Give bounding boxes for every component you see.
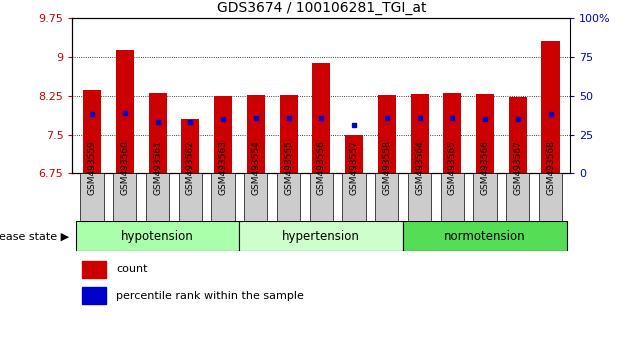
Bar — [408, 173, 431, 221]
Text: disease state ▶: disease state ▶ — [0, 231, 69, 241]
Bar — [277, 173, 300, 221]
Bar — [310, 173, 333, 221]
Bar — [539, 173, 562, 221]
Bar — [375, 173, 398, 221]
Text: GSM493562: GSM493562 — [186, 140, 195, 195]
Bar — [214, 96, 232, 173]
Text: GSM493568: GSM493568 — [546, 140, 555, 195]
Text: count: count — [117, 264, 148, 274]
Text: GSM493556: GSM493556 — [317, 140, 326, 195]
Bar — [116, 50, 134, 173]
Bar — [81, 173, 104, 221]
Title: GDS3674 / 100106281_TGI_at: GDS3674 / 100106281_TGI_at — [217, 1, 426, 15]
Bar — [280, 95, 297, 173]
Bar — [509, 97, 527, 173]
Text: GSM493560: GSM493560 — [120, 140, 129, 195]
Bar — [212, 173, 235, 221]
Bar — [83, 90, 101, 173]
Text: GSM493554: GSM493554 — [251, 140, 260, 195]
Bar — [113, 173, 137, 221]
Bar — [542, 41, 559, 173]
Bar — [179, 173, 202, 221]
Text: GSM493563: GSM493563 — [219, 140, 227, 195]
Text: GSM493567: GSM493567 — [513, 140, 522, 195]
Text: GSM493558: GSM493558 — [382, 140, 391, 195]
Bar — [312, 63, 330, 173]
Text: GSM493557: GSM493557 — [350, 140, 358, 195]
Bar — [181, 119, 199, 173]
Bar — [444, 93, 461, 173]
Bar — [378, 95, 396, 173]
Bar — [440, 173, 464, 221]
Bar — [411, 94, 428, 173]
Bar — [473, 173, 496, 221]
Bar — [244, 173, 268, 221]
Text: GSM493561: GSM493561 — [153, 140, 162, 195]
Text: normotension: normotension — [444, 230, 526, 243]
Bar — [247, 95, 265, 173]
Bar — [146, 173, 169, 221]
Bar — [343, 173, 365, 221]
Bar — [476, 94, 494, 173]
Text: hypotension: hypotension — [121, 230, 194, 243]
Text: GSM493555: GSM493555 — [284, 140, 293, 195]
Text: hypertension: hypertension — [282, 230, 360, 243]
Bar — [83, 261, 106, 278]
Text: GSM493566: GSM493566 — [481, 140, 490, 195]
Bar — [76, 221, 239, 251]
Text: percentile rank within the sample: percentile rank within the sample — [117, 291, 304, 301]
Bar — [239, 221, 403, 251]
Bar — [506, 173, 529, 221]
Bar — [345, 135, 363, 173]
Text: GSM493564: GSM493564 — [415, 140, 424, 195]
Text: GSM493559: GSM493559 — [88, 140, 96, 195]
Bar — [403, 221, 567, 251]
Bar — [149, 93, 166, 173]
Bar — [83, 287, 106, 304]
Text: GSM493565: GSM493565 — [448, 140, 457, 195]
